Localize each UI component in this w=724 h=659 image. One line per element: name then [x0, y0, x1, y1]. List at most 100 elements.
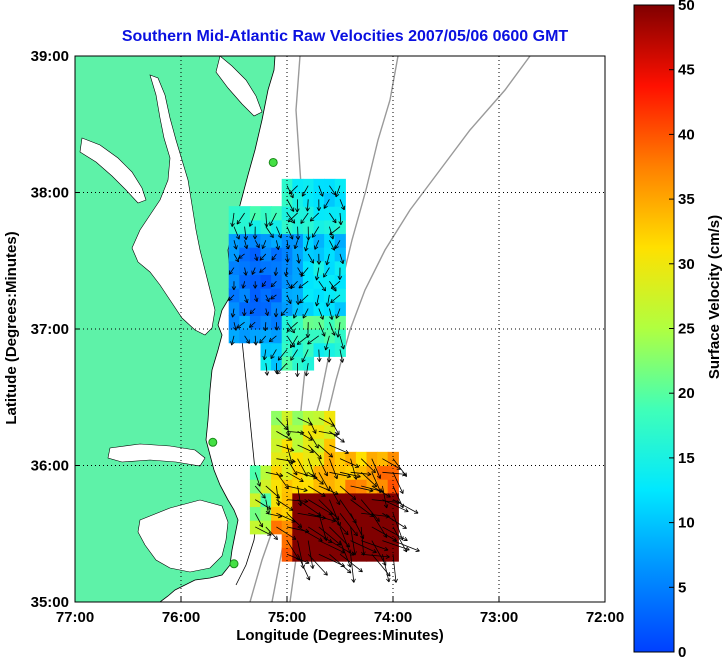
velocity-vector: [287, 212, 298, 223]
velocity-vector: [286, 321, 295, 334]
velocity-vector: [392, 485, 404, 508]
velocity-vector: [307, 499, 333, 515]
potomac-river: [79, 137, 147, 204]
vector-head: [404, 524, 407, 529]
vector-head: [235, 236, 240, 240]
velocity-vector: [392, 526, 408, 553]
vector-head: [243, 245, 248, 249]
velocity-vector: [339, 212, 342, 225]
vector-head: [352, 551, 356, 556]
vector-head: [346, 476, 351, 479]
velocity-vector: [334, 240, 341, 249]
vector-head: [296, 208, 300, 213]
colorbar-tick-label: 40: [678, 126, 695, 143]
vector-head: [235, 326, 238, 331]
radar-station-marker: [208, 437, 218, 447]
vector-head: [262, 245, 266, 250]
x-tick-label: 77:00: [56, 609, 94, 626]
vector-head: [349, 569, 352, 574]
velocity-vector: [329, 431, 345, 443]
velocity-vector: [339, 335, 345, 350]
velocity-vector: [329, 485, 341, 505]
vector-head: [268, 510, 271, 515]
velocity-vector: [231, 212, 235, 227]
velocity-vector: [297, 294, 299, 305]
velocity-vector: [290, 335, 298, 349]
velocity-vector: [329, 444, 349, 454]
velocity-vector: [269, 212, 277, 226]
vector-head: [249, 326, 254, 328]
vector-head: [289, 436, 293, 441]
velocity-vector: [314, 240, 320, 250]
vector-head: [308, 236, 311, 241]
velocity-vector: [350, 554, 355, 583]
velocity-vector: [244, 267, 247, 276]
vector-head: [273, 313, 277, 318]
vector-head: [373, 468, 376, 473]
velocity-vector: [339, 485, 356, 500]
vector-head: [358, 570, 363, 573]
vector-head: [340, 441, 345, 443]
velocity-cell: [292, 342, 304, 357]
vector-head: [300, 565, 304, 569]
velocity-cell: [228, 260, 240, 275]
velocity-vector: [392, 472, 404, 494]
vector-head: [259, 524, 263, 528]
velocity-vector: [286, 444, 293, 465]
velocity-vector: [276, 362, 288, 375]
vector-head: [360, 567, 363, 572]
vector-head: [287, 484, 289, 489]
vector-head: [271, 256, 273, 261]
velocity-cell: [334, 233, 346, 248]
vector-head: [385, 516, 390, 519]
velocity-cell: [292, 329, 304, 344]
vector-head: [335, 315, 340, 319]
vector-head: [286, 327, 289, 332]
velocity-vector: [337, 322, 341, 338]
vector-head: [371, 471, 376, 474]
vector-head: [334, 192, 337, 197]
velocity-vector: [271, 253, 277, 261]
vector-head: [300, 523, 303, 528]
vector-head: [263, 356, 267, 361]
vector-head: [256, 483, 261, 487]
vector-head: [252, 284, 256, 289]
vector-head: [393, 579, 397, 583]
vector-head: [337, 515, 340, 520]
velocity-vector: [339, 526, 351, 554]
vector-head: [388, 493, 391, 498]
vector-head: [297, 343, 302, 345]
vector-head: [290, 345, 295, 349]
velocity-vector: [243, 308, 245, 316]
vector-head: [345, 449, 349, 454]
velocity-vector: [350, 499, 374, 517]
vector-head: [293, 472, 298, 476]
vector-head: [230, 341, 232, 346]
vector-head: [279, 473, 284, 477]
velocity-vector: [307, 444, 322, 460]
vector-head: [290, 221, 295, 224]
vector-head: [331, 247, 335, 251]
vector-head: [238, 257, 243, 259]
colorbar-tick-label: 30: [678, 256, 695, 273]
vector-head: [335, 246, 339, 250]
velocity-vector: [277, 349, 288, 361]
velocity-vector: [350, 540, 377, 553]
velocity-vector: [329, 226, 341, 236]
velocity-vector: [329, 280, 337, 292]
vector-head: [331, 287, 336, 290]
vector-head: [301, 359, 306, 363]
vector-head: [340, 206, 345, 211]
vector-head: [278, 501, 281, 506]
vector-head: [247, 298, 249, 303]
vector-head: [321, 333, 325, 337]
vector-head: [271, 285, 276, 288]
vector-head: [318, 512, 322, 516]
velocity-vector: [392, 554, 397, 583]
vector-head: [344, 533, 349, 536]
velocity-vector: [254, 485, 266, 499]
vector-head: [339, 275, 343, 280]
velocity-cell: [271, 206, 283, 221]
vector-head: [353, 578, 356, 583]
